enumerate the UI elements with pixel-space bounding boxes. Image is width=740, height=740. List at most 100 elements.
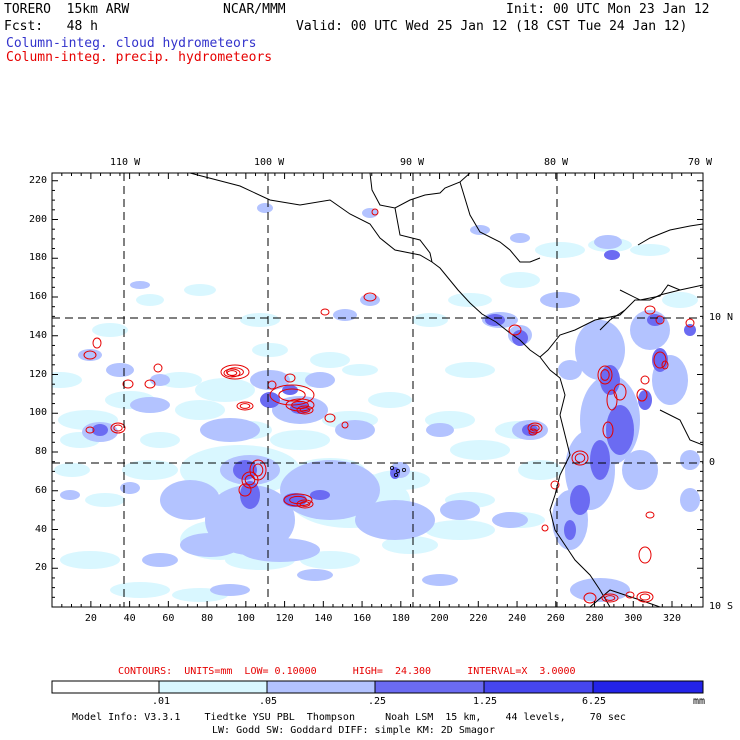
cloud-patch (370, 470, 430, 490)
cloud-patch (440, 500, 480, 520)
precip-contour (239, 403, 251, 409)
x-tick-label: 140 (314, 613, 333, 624)
cloud-core (282, 385, 298, 395)
precip-contour (223, 368, 241, 378)
cloud-patch (662, 292, 698, 308)
precip-contour (636, 388, 648, 402)
lon-label-110w: 110 W (110, 157, 141, 168)
precip-contour (220, 364, 250, 380)
colorbar-label-0: .01 (152, 696, 171, 707)
precip-contour (153, 363, 163, 373)
precip-contour (363, 292, 377, 302)
precip-contour (284, 373, 296, 383)
cloud-patch (175, 400, 225, 420)
lon-label-70w: 70 W (688, 157, 713, 168)
cloud-core (92, 424, 108, 436)
y-tick-label: 200 (29, 213, 48, 225)
cloud-patch (382, 536, 438, 554)
precip-contour (653, 351, 667, 369)
precip-contour (625, 591, 635, 599)
cloud-patch (492, 512, 528, 528)
y-tick-label: 100 (29, 407, 48, 419)
precip-contour (530, 424, 540, 432)
cloud-patch (594, 235, 622, 249)
cloud-core (512, 330, 528, 346)
x-tick-label: 100 (236, 613, 255, 624)
cloud-patch (252, 343, 288, 357)
map-content (52, 173, 703, 607)
coastline (659, 409, 703, 446)
lat-label-0: 0 (709, 457, 716, 468)
cloud-patch (297, 569, 333, 581)
cloud-core (604, 250, 620, 260)
precip-contour (597, 365, 613, 385)
precip-contour (574, 453, 586, 463)
x-tick-label: 120 (275, 613, 294, 624)
precip-contour (241, 471, 259, 489)
colorbar-label-4: 6.25 (582, 696, 607, 707)
cloud-patch (250, 370, 290, 390)
precip-contour (602, 421, 614, 439)
precip-contour (640, 375, 650, 385)
lon-label-80w: 80 W (544, 157, 569, 168)
coastline (189, 173, 541, 358)
precip-contour (550, 480, 560, 490)
precip-contour (110, 422, 126, 434)
x-tick-label: 80 (201, 613, 214, 624)
precip-contour (113, 424, 123, 432)
cloud-patch (470, 225, 490, 235)
contour-info: CONTOURS: UNITS=mm LOW= 0.10000 HIGH= 24… (118, 666, 576, 677)
lon-label-100w: 100 W (254, 157, 285, 168)
y-tick-label: 180 (29, 252, 48, 264)
cloud-patch (518, 460, 562, 480)
precip-contour (244, 474, 256, 486)
cloud-patch (160, 480, 220, 520)
precip-contour (655, 315, 665, 325)
cloud-patch (342, 364, 378, 376)
org-label: NCAR/MMM (223, 2, 286, 17)
precip-contour (636, 591, 654, 603)
cloud-patch (575, 320, 625, 380)
precip-contour (528, 428, 538, 436)
colorbar-unit: mm (693, 696, 706, 707)
cloud-patch (368, 392, 412, 408)
precip-contour (85, 426, 95, 434)
cloud-patch (445, 362, 495, 378)
cloud-patch (362, 208, 378, 218)
precip-contour (291, 400, 309, 410)
cloud-patch (412, 313, 448, 327)
cloud-patch (310, 352, 350, 368)
cloud-patch (180, 533, 240, 557)
cloud-core (647, 314, 663, 326)
coastline (619, 284, 681, 301)
model-title: TORERO 15km ARW (4, 2, 130, 17)
precip-contour (601, 593, 619, 603)
colorbar-label-2: .25 (368, 696, 387, 707)
cloud-patch (130, 397, 170, 413)
model-physics: LW: Godd SW: Goddard DIFF: simple KM: 2D… (212, 725, 495, 736)
precip-contour (226, 367, 244, 377)
precip-contour (299, 501, 311, 507)
precip-contour (645, 511, 655, 519)
precip-contour (299, 407, 311, 413)
cloud-patch (680, 450, 700, 470)
precip-contour (296, 499, 314, 509)
cloud-core (485, 314, 505, 326)
coastline (539, 284, 703, 358)
cloud-patch (305, 372, 335, 388)
precip-contour (278, 388, 306, 402)
cloud-patch (355, 500, 435, 540)
cloud-patch (184, 284, 216, 296)
x-tick-label: 280 (585, 613, 604, 624)
cloud-patch (240, 313, 280, 327)
cloud-core (570, 485, 590, 515)
precip-contour (238, 483, 252, 497)
cloud-core (684, 324, 696, 336)
cloud-patch (78, 349, 102, 361)
cloud-patch (540, 292, 580, 308)
cloud-patch (535, 242, 585, 258)
cloud-patch (240, 538, 320, 562)
x-tick-label: 200 (430, 613, 449, 624)
island-outline (395, 468, 400, 473)
